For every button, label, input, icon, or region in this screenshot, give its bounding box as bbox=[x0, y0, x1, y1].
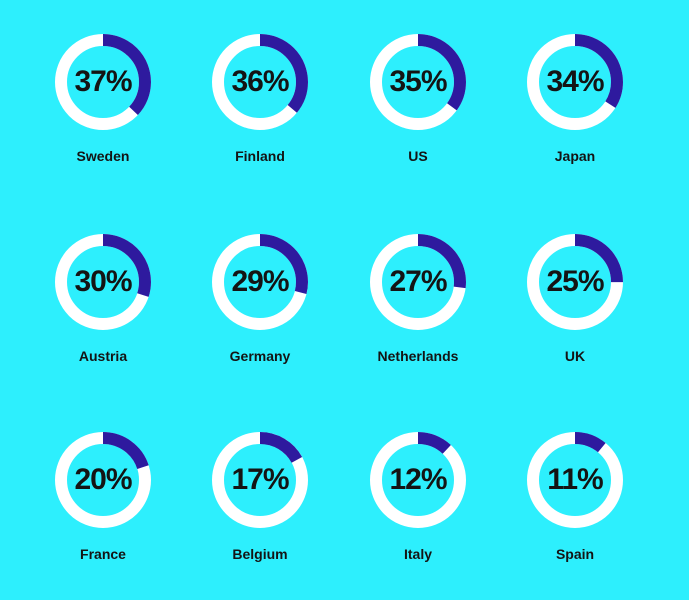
donut-arc-netherlands bbox=[370, 234, 466, 330]
donut-ring-uk bbox=[527, 234, 623, 330]
donut-ring-belgium bbox=[212, 432, 308, 528]
donut-ring-us bbox=[370, 34, 466, 130]
donut-label-france: France bbox=[80, 546, 126, 562]
donut-ring-germany bbox=[212, 234, 308, 330]
donut-austria: 30% Austria bbox=[33, 232, 173, 382]
donut-us: 35% US bbox=[348, 32, 488, 182]
donut-value-uk: 25% bbox=[546, 265, 604, 298]
donut-label-belgium: Belgium bbox=[232, 546, 288, 562]
donut-label-spain: Spain bbox=[555, 546, 595, 562]
donut-belgium: 17% Belgium bbox=[190, 430, 330, 580]
donut-arc-us bbox=[370, 34, 466, 130]
donut-label-italy: Italy bbox=[403, 546, 432, 562]
donut-japan: 34% Japan bbox=[505, 32, 645, 182]
donut-finland: 36% Finland bbox=[190, 32, 330, 182]
donut-label-us: US bbox=[408, 148, 428, 164]
donut-netherlands: 27% Netherlands bbox=[348, 232, 488, 382]
donut-spain: 11% Spain bbox=[505, 430, 645, 580]
donut-ring-sweden bbox=[55, 34, 151, 130]
donut-label-uk: UK bbox=[564, 348, 586, 364]
donut-arc-finland bbox=[212, 34, 308, 130]
donut-arc-france bbox=[55, 432, 151, 528]
donut-label-japan: Japan bbox=[554, 148, 596, 164]
donut-ring-spain bbox=[527, 432, 623, 528]
donut-value-japan: 34% bbox=[546, 65, 604, 98]
donut-value-belgium: 17% bbox=[231, 463, 289, 496]
donut-arc-italy bbox=[370, 432, 466, 528]
donut-value-spain: 11% bbox=[547, 463, 603, 496]
donut-arc-japan bbox=[527, 34, 623, 130]
donut-arc-uk bbox=[527, 234, 623, 330]
donut-italy: 12% Italy bbox=[348, 430, 488, 580]
donut-value-us: 35% bbox=[389, 65, 447, 98]
donut-value-austria: 30% bbox=[74, 265, 132, 298]
donut-ring-finland bbox=[212, 34, 308, 130]
donut-label-netherlands: Netherlands bbox=[377, 348, 459, 364]
donut-arc-germany bbox=[212, 234, 308, 330]
donut-ring-japan bbox=[527, 34, 623, 130]
donut-value-netherlands: 27% bbox=[389, 265, 447, 298]
donut-arc-belgium bbox=[212, 432, 308, 528]
donut-ring-netherlands bbox=[370, 234, 466, 330]
donut-value-sweden: 37% bbox=[74, 65, 132, 98]
donut-value-italy: 12% bbox=[389, 463, 447, 496]
donut-arc-austria bbox=[55, 234, 151, 330]
donut-label-finland: Finland bbox=[235, 148, 285, 164]
donut-ring-france bbox=[55, 432, 151, 528]
donut-value-finland: 36% bbox=[231, 65, 289, 98]
donut-label-austria: Austria bbox=[78, 348, 128, 364]
donut-uk: 25% UK bbox=[505, 232, 645, 382]
donut-ring-austria bbox=[55, 234, 151, 330]
donut-france: 20% France bbox=[33, 430, 173, 580]
donut-label-germany: Germany bbox=[229, 348, 291, 364]
donut-sweden: 37% Sweden bbox=[33, 32, 173, 182]
donut-ring-italy bbox=[370, 432, 466, 528]
donut-germany: 29% Germany bbox=[190, 232, 330, 382]
donut-value-france: 20% bbox=[74, 463, 132, 496]
donut-value-germany: 29% bbox=[231, 265, 289, 298]
donut-label-sweden: Sweden bbox=[76, 148, 130, 164]
donut-arc-spain bbox=[527, 432, 623, 528]
donut-arc-sweden bbox=[55, 34, 151, 130]
